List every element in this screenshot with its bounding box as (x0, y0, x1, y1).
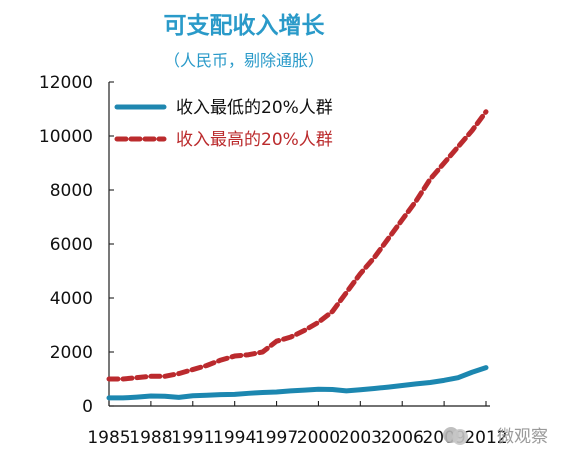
legend-item-highest-20: 收入最高的20%人群 (114, 130, 333, 150)
x-tick-label: 2003 (339, 428, 382, 448)
y-tick-label: 0 (82, 397, 93, 417)
y-tick-label: 12000 (39, 73, 93, 93)
y-tick-label: 10000 (39, 127, 93, 147)
x-tick-label: 1988 (129, 428, 172, 448)
y-tick-label: 4000 (50, 289, 93, 309)
legend-item-lowest-20: 收入最低的20%人群 (114, 98, 333, 118)
chart-subtitle: （人民币，剔除通胀） (164, 51, 324, 70)
y-tick-label: 6000 (50, 235, 93, 255)
lowest-20-series-line (106, 365, 489, 401)
y-tick-label: 2000 (50, 343, 93, 363)
watermark-text: 微观察 (497, 427, 548, 447)
watermark: 微观察 (443, 427, 548, 447)
y-tick-label: 8000 (50, 181, 93, 201)
x-tick-label: 2006 (381, 428, 424, 448)
x-tick-label: 2000 (297, 428, 340, 448)
x-tick-label: 1994 (213, 428, 256, 448)
x-tick-label: 1997 (255, 428, 298, 448)
lowest-20-legend-label: 收入最低的20%人群 (176, 98, 333, 118)
y-axis-ticks: 0 2000 4000 6000 8000 10000 12000 (39, 73, 114, 417)
highest-20-series-line (106, 109, 489, 382)
x-axis-ticks: 1985198819911994199720002003200620092012 (87, 401, 508, 448)
x-tick-label: 1985 (87, 428, 130, 448)
x-tick-label: 1991 (171, 428, 214, 448)
highest-20-legend-label: 收入最高的20%人群 (176, 130, 333, 150)
watermark-icon-overlap (452, 429, 468, 445)
series-layer (106, 109, 489, 401)
x-tick-label: 2012 (464, 428, 507, 448)
chart-title: 可支配收入增长 (164, 12, 326, 39)
